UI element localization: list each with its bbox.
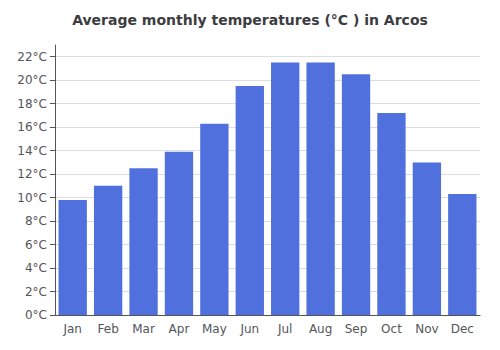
svg-text:Aug: Aug <box>309 322 332 336</box>
svg-text:Jan: Jan <box>62 322 82 336</box>
svg-text:2°C: 2°C <box>25 285 47 299</box>
svg-text:8°C: 8°C <box>25 214 47 228</box>
svg-text:Oct: Oct <box>381 322 402 336</box>
svg-text:10°C: 10°C <box>17 191 47 205</box>
svg-text:Feb: Feb <box>98 322 119 336</box>
svg-text:Jun: Jun <box>239 322 259 336</box>
svg-text:May: May <box>202 322 227 336</box>
svg-text:Dec: Dec <box>451 322 474 336</box>
svg-text:Mar: Mar <box>132 322 155 336</box>
svg-text:Average monthly temperatures (: Average monthly temperatures (°C ) in Ar… <box>72 12 428 28</box>
svg-text:14°C: 14°C <box>17 144 47 158</box>
svg-text:Apr: Apr <box>169 322 190 336</box>
svg-text:16°C: 16°C <box>17 120 47 134</box>
svg-text:Sep: Sep <box>345 322 368 336</box>
svg-text:4°C: 4°C <box>25 261 47 275</box>
svg-text:18°C: 18°C <box>17 97 47 111</box>
svg-text:12°C: 12°C <box>17 167 47 181</box>
svg-text:20°C: 20°C <box>17 73 47 87</box>
svg-text:6°C: 6°C <box>25 238 47 252</box>
svg-text:22°C: 22°C <box>17 50 47 64</box>
svg-text:Nov: Nov <box>415 322 438 336</box>
svg-text:Jul: Jul <box>277 322 292 336</box>
svg-text:0°C: 0°C <box>25 308 47 322</box>
